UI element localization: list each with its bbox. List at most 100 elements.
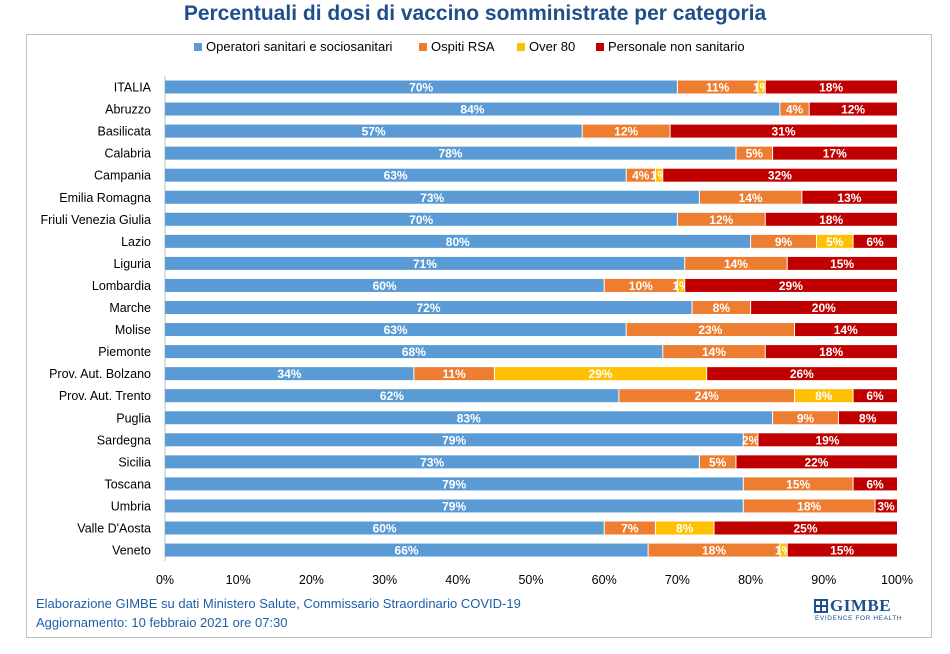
data-label: 84%: [460, 103, 484, 117]
bar-segment: [794, 323, 897, 337]
bar-segment: [662, 168, 897, 182]
data-label: 13%: [837, 191, 861, 205]
data-label: 63%: [384, 323, 408, 337]
data-label: 79%: [442, 433, 466, 447]
data-label: 66%: [395, 544, 419, 558]
bar-segment: [165, 477, 744, 491]
category-label: Lombardia: [92, 279, 151, 293]
bar-segment: [165, 80, 678, 94]
bar-segment: [648, 543, 780, 557]
data-label: 17%: [823, 147, 847, 161]
bar-segment: [684, 256, 788, 270]
data-label: 73%: [420, 455, 444, 469]
bar-segment: [765, 80, 897, 94]
bar-segment: [165, 301, 693, 314]
bar-segment: [772, 411, 839, 425]
bar-segment: [165, 124, 583, 138]
bar-segment: [735, 146, 773, 160]
bar-segment: [165, 433, 744, 447]
data-label: 4%: [632, 169, 650, 183]
data-label: 78%: [438, 147, 462, 161]
legend-entry: Over 80: [529, 39, 575, 54]
category-label: Sicilia: [118, 455, 151, 469]
gimbe-logo: GIMBE EVIDENCE FOR HEALTH: [814, 596, 906, 626]
bar-segment: [626, 168, 656, 182]
category-label: Liguria: [113, 257, 151, 271]
data-label: 4%: [786, 103, 804, 117]
bar-segment: [604, 521, 656, 535]
x-tick-label: 0%: [156, 573, 174, 587]
category-label: Calabria: [104, 147, 151, 161]
bar-segment: [165, 543, 649, 557]
bar-segment: [684, 278, 897, 292]
bar-segment: [165, 345, 663, 359]
bar-segment: [626, 323, 795, 337]
data-label: 8%: [713, 301, 731, 315]
data-label: 18%: [702, 544, 726, 558]
bar-segment: [618, 389, 795, 403]
data-label: 15%: [786, 477, 810, 491]
bar-segment: [816, 234, 854, 248]
data-label: 18%: [819, 213, 843, 227]
source-note: Elaborazione GIMBE su dati Ministero Sal…: [36, 596, 521, 611]
bar-segment: [714, 521, 897, 535]
x-tick-label: 30%: [372, 573, 397, 587]
bar-segment: [757, 433, 897, 447]
data-label: 6%: [866, 477, 884, 491]
category-label: ITALIA: [114, 81, 152, 95]
data-label: 11%: [442, 367, 466, 381]
data-label: 2%: [742, 433, 760, 447]
bar-segment: [787, 543, 897, 557]
data-label: 11%: [706, 81, 730, 95]
data-label: 79%: [442, 499, 466, 513]
data-label: 60%: [373, 279, 397, 293]
data-label: 31%: [772, 125, 796, 139]
bar-segment: [794, 389, 854, 403]
category-label: Abruzzo: [105, 103, 151, 117]
data-label: 57%: [362, 125, 386, 139]
data-label: 18%: [819, 345, 843, 359]
data-label: 15%: [830, 544, 854, 558]
legend-swatch: [194, 43, 202, 51]
data-label: 9%: [797, 411, 815, 425]
bar-segment: [743, 499, 876, 513]
bar-segment: [743, 433, 758, 447]
bar-segment: [165, 168, 627, 182]
data-label: 70%: [409, 81, 433, 95]
bar-segment: [779, 543, 788, 557]
category-label: Valle D'Aosta: [77, 522, 151, 536]
bar-segment: [801, 190, 897, 204]
bar-segment: [165, 455, 700, 469]
data-label: 12%: [709, 213, 733, 227]
data-label: 12%: [614, 125, 638, 139]
category-label: Marche: [109, 301, 151, 315]
category-label: Veneto: [112, 544, 151, 558]
bar-segment: [750, 234, 817, 248]
bar-segment: [604, 278, 678, 292]
data-label: 20%: [812, 301, 836, 315]
bar-segment: [165, 411, 773, 425]
data-label: 34%: [277, 367, 301, 381]
bar-segment: [735, 455, 897, 469]
logo-grid-icon: [814, 599, 828, 613]
data-label: 12%: [841, 103, 865, 117]
data-label: 63%: [384, 169, 408, 183]
legend-entry: Ospiti RSA: [431, 39, 495, 54]
x-tick-label: 50%: [518, 573, 543, 587]
x-tick-label: 20%: [299, 573, 324, 587]
bar-segment: [772, 146, 897, 160]
data-label: 3%: [877, 499, 895, 513]
data-label: 29%: [779, 279, 803, 293]
bar-segment: [699, 190, 802, 204]
category-label: Lazio: [121, 235, 151, 249]
data-label: 10%: [629, 279, 653, 293]
bar-segment: [413, 367, 495, 381]
data-label: 26%: [790, 367, 814, 381]
bar-segment: [662, 345, 766, 359]
category-label: Toscana: [104, 477, 151, 491]
bar-segment: [838, 411, 897, 425]
bar-segment: [165, 367, 414, 381]
bar-segment: [165, 190, 700, 204]
data-label: 14%: [724, 257, 748, 271]
